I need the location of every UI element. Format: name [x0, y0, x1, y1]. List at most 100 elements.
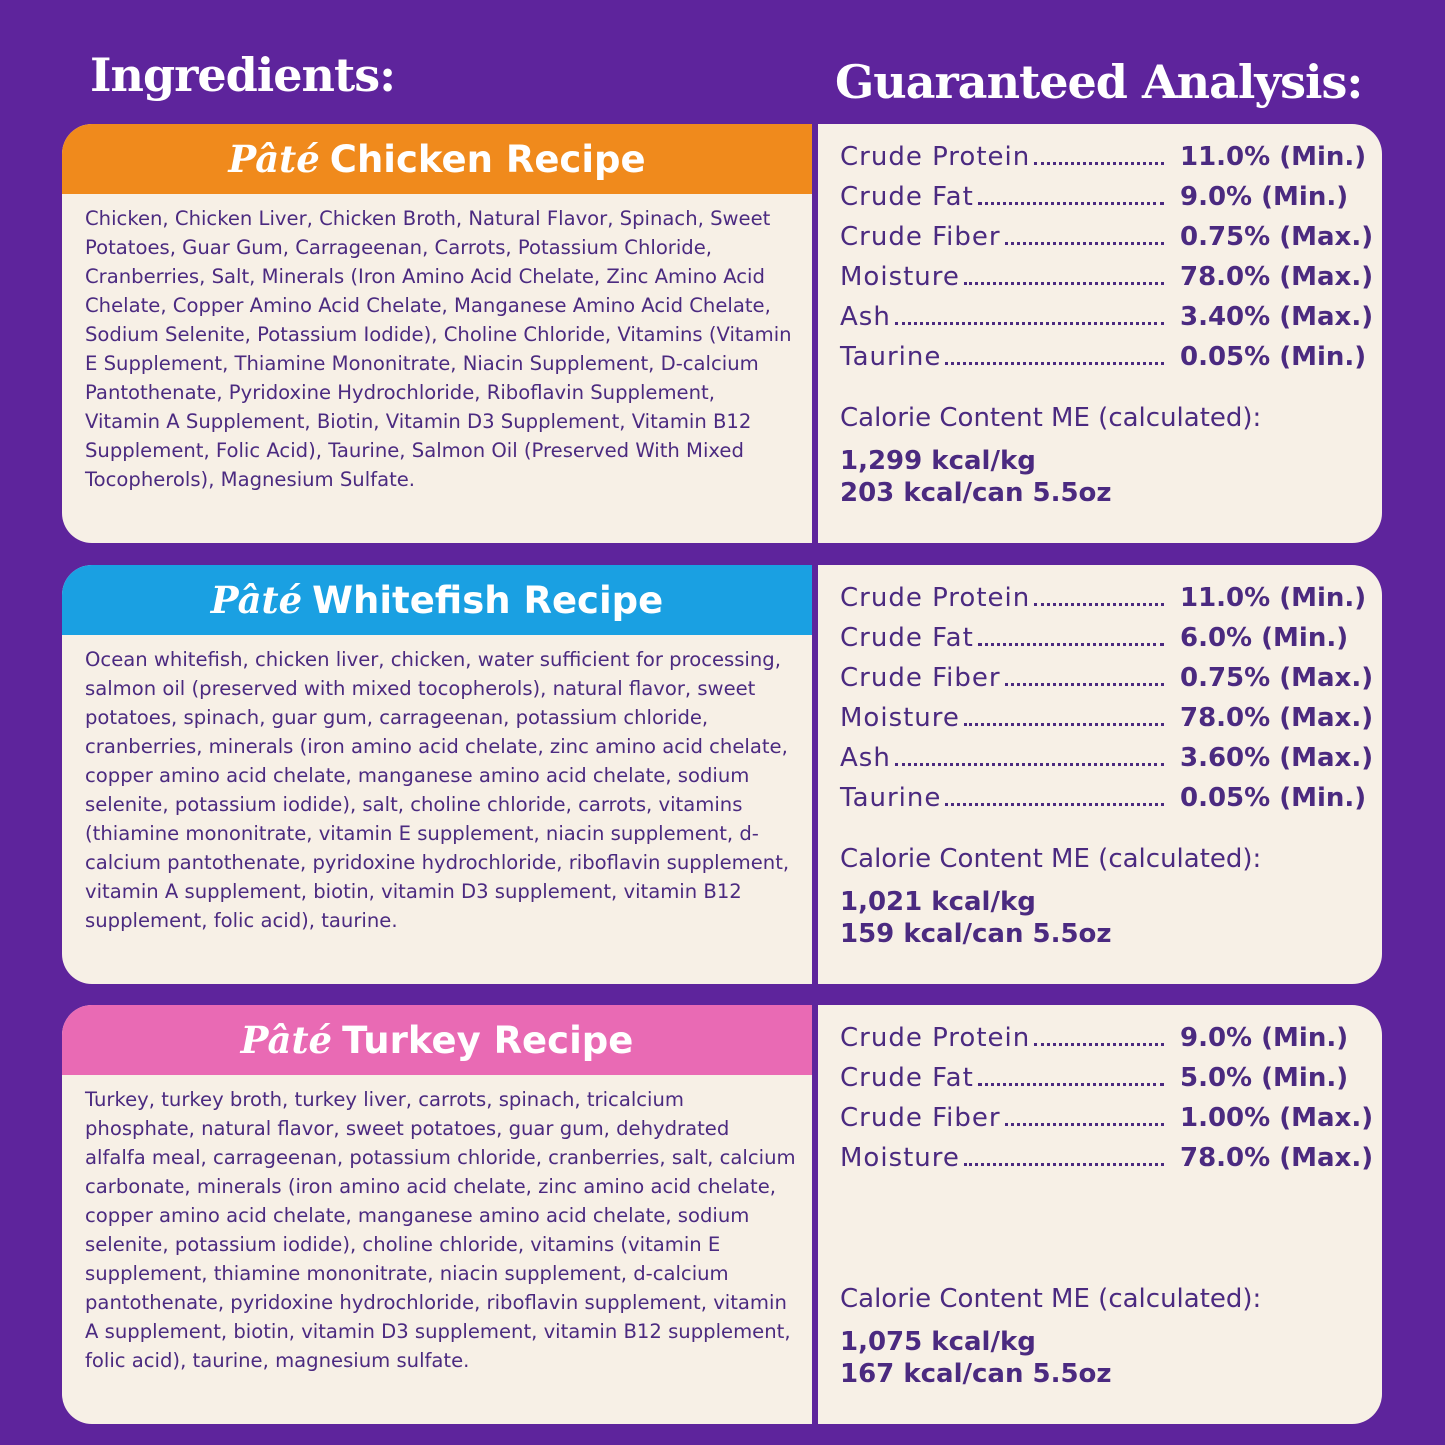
calorie-block: Calorie Content ME (calculated): 1,021 kc…	[840, 844, 1360, 950]
analysis-label: Crude Fat	[840, 1063, 974, 1093]
dot-leader	[894, 763, 1164, 766]
ingredients-card: Pâté Chicken Recipe Chicken, Chicken Liver…	[62, 124, 812, 543]
recipe-header: Pâté Chicken Recipe	[62, 124, 812, 194]
recipe-prefix: Pâté	[240, 1018, 333, 1062]
analysis-label: Taurine	[840, 342, 942, 372]
recipe-row: Pâté Whitefish Recipe Ocean whitefish, chi…	[62, 565, 1382, 984]
dot-leader	[963, 1163, 1164, 1166]
analysis-row: Moisture 78.0% (Max.)	[840, 1143, 1374, 1183]
dot-leader	[1034, 162, 1164, 165]
analysis-value: 9.0% (Min.)	[1180, 182, 1349, 212]
analysis-title: Guaranteed Analysis:	[835, 55, 1363, 109]
calorie-value: 159 kcal/can 5.5oz	[840, 919, 1112, 949]
recipe-name: Turkey Recipe	[342, 1018, 634, 1062]
dot-leader	[1004, 1123, 1164, 1126]
analysis-label: Crude Protein	[840, 583, 1031, 613]
ingredients-card: Pâté Whitefish Recipe Ocean whitefish, chi…	[62, 565, 812, 984]
analysis-value: 6.0% (Min.)	[1180, 623, 1349, 653]
analysis-row: Taurine 0.05% (Min.)	[840, 783, 1367, 823]
recipe-prefix: Pâté	[210, 578, 303, 622]
dot-leader	[977, 1083, 1164, 1086]
ingredients-title: Ingredients:	[90, 48, 396, 102]
ingredients-text: Ocean whitefish, chicken liver, chicken,…	[85, 648, 790, 932]
dot-leader	[963, 723, 1164, 726]
ingredients-text: Chicken, Chicken Liver, Chicken Broth, N…	[85, 207, 792, 491]
analysis-row: Crude Fiber 0.75% (Max.)	[840, 222, 1374, 262]
calorie-title: Calorie Content ME (calculated):	[840, 844, 1262, 874]
dot-leader	[1034, 603, 1164, 606]
calorie-value: 203 kcal/can 5.5oz	[840, 478, 1112, 508]
recipe-name: Chicken Recipe	[329, 137, 646, 181]
analysis-label: Ash	[840, 302, 891, 332]
recipe-prefix: Pâté	[228, 137, 320, 181]
analysis-row: Moisture 78.0% (Max.)	[840, 703, 1374, 743]
dot-leader	[1034, 1043, 1164, 1046]
ingredients-card: Pâté Turkey Recipe Turkey, turkey broth, t…	[62, 1005, 812, 1424]
calorie-title: Calorie Content ME (calculated):	[840, 1284, 1262, 1314]
analysis-value: 0.75% (Max.)	[1180, 663, 1374, 693]
analysis-row: Crude Fat 5.0% (Min.)	[840, 1063, 1360, 1103]
analysis-label: Crude Fat	[840, 623, 974, 653]
analysis-value: 5.0% (Min.)	[1180, 1063, 1349, 1093]
recipe-header: Pâté Whitefish Recipe	[62, 565, 812, 635]
analysis-list: Crude Protein 11.0% (Min.) Crude Fat 9.0% (…	[840, 142, 1374, 382]
analysis-label: Taurine	[840, 783, 942, 813]
analysis-row: Crude Fat 6.0% (Min.)	[840, 623, 1360, 663]
analysis-value: 78.0% (Max.)	[1180, 703, 1374, 733]
analysis-value: 78.0% (Max.)	[1180, 262, 1374, 292]
analysis-value: 0.05% (Min.)	[1180, 783, 1367, 813]
analysis-row: Ash 3.60% (Max.)	[840, 743, 1374, 783]
analysis-label: Crude Fiber	[840, 1103, 1001, 1133]
analysis-value: 3.40% (Max.)	[1180, 302, 1374, 332]
analysis-label: Moisture	[840, 703, 960, 733]
calorie-value: 167 kcal/can 5.5oz	[840, 1359, 1112, 1389]
dot-leader	[963, 282, 1164, 285]
calorie-value: 1,021 kcal/kg	[840, 887, 1036, 917]
analysis-card: Crude Protein 11.0% (Min.) Crude Fat 6.0% (…	[818, 565, 1382, 984]
analysis-value: 11.0% (Min.)	[1180, 583, 1367, 613]
analysis-value: 1.00% (Max.)	[1180, 1103, 1374, 1133]
analysis-row: Moisture 78.0% (Max.)	[840, 262, 1374, 302]
analysis-row: Crude Protein 11.0% (Min.)	[840, 583, 1367, 623]
recipe-header: Pâté Turkey Recipe	[62, 1005, 812, 1075]
analysis-value: 0.75% (Max.)	[1180, 222, 1374, 252]
analysis-row: Crude Fiber 1.00% (Max.)	[840, 1103, 1374, 1143]
analysis-row: Crude Protein 11.0% (Min.)	[840, 142, 1367, 182]
analysis-card: Crude Protein 11.0% (Min.) Crude Fat 9.0% (…	[818, 124, 1382, 543]
analysis-label: Crude Protein	[840, 142, 1031, 172]
dot-leader	[1004, 242, 1164, 245]
dot-leader	[977, 202, 1164, 205]
dot-leader	[945, 803, 1164, 806]
calorie-block: Calorie Content ME (calculated): 1,075 kc…	[840, 1284, 1360, 1390]
analysis-row: Taurine 0.05% (Min.)	[840, 342, 1367, 382]
analysis-list: Crude Protein 9.0% (Min.) Crude Fat 5.0% (M…	[840, 1023, 1374, 1183]
recipe-name: Whitefish Recipe	[312, 578, 664, 622]
analysis-label: Crude Fiber	[840, 222, 1001, 252]
analysis-label: Moisture	[840, 262, 960, 292]
analysis-label: Moisture	[840, 1143, 960, 1173]
calorie-value: 1,299 kcal/kg	[840, 446, 1036, 476]
dot-leader	[977, 643, 1164, 646]
analysis-card: Crude Protein 9.0% (Min.) Crude Fat 5.0% (M…	[818, 1005, 1382, 1424]
analysis-list: Crude Protein 11.0% (Min.) Crude Fat 6.0% (…	[840, 583, 1374, 823]
recipe-row: Pâté Chicken Recipe Chicken, Chicken Liver…	[62, 124, 1382, 543]
analysis-value: 3.60% (Max.)	[1180, 743, 1374, 773]
dot-leader	[945, 362, 1164, 365]
analysis-label: Crude Fiber	[840, 663, 1001, 693]
analysis-label: Ash	[840, 743, 891, 773]
recipe-row: Pâté Turkey Recipe Turkey, turkey broth, t…	[62, 1005, 1382, 1424]
analysis-label: Crude Fat	[840, 182, 974, 212]
analysis-value: 0.05% (Min.)	[1180, 342, 1367, 372]
analysis-value: 78.0% (Max.)	[1180, 1143, 1374, 1173]
dot-leader	[1004, 683, 1164, 686]
analysis-label: Crude Protein	[840, 1023, 1031, 1053]
analysis-row: Ash 3.40% (Max.)	[840, 302, 1374, 342]
analysis-row: Crude Fat 9.0% (Min.)	[840, 182, 1360, 222]
analysis-value: 9.0% (Min.)	[1180, 1023, 1349, 1053]
analysis-row: Crude Fiber 0.75% (Max.)	[840, 663, 1374, 703]
calorie-value: 1,075 kcal/kg	[840, 1327, 1036, 1357]
calorie-block: Calorie Content ME (calculated): 1,299 kc…	[840, 403, 1360, 509]
analysis-value: 11.0% (Min.)	[1180, 142, 1367, 172]
dot-leader	[894, 322, 1164, 325]
